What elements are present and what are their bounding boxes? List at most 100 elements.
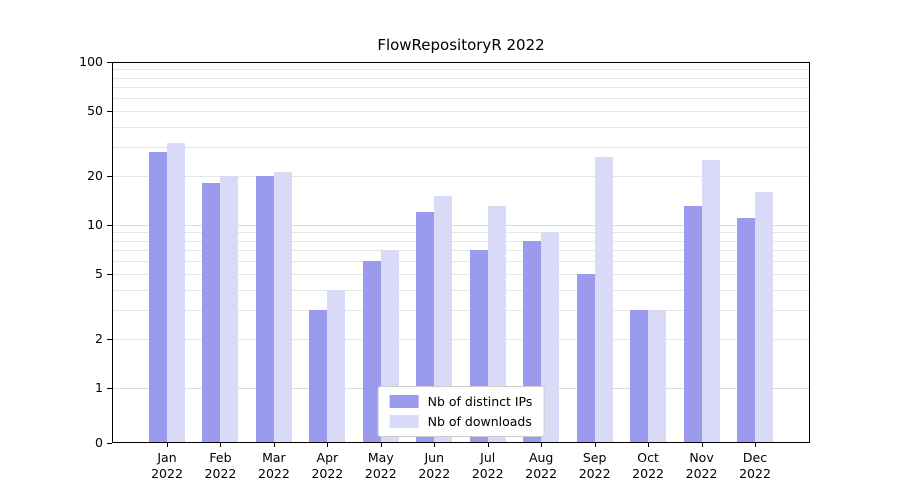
month-label: Jul: [480, 450, 496, 465]
month-label: Nov: [689, 450, 714, 465]
y-tick-mark: [107, 62, 112, 63]
year-label: 2022: [632, 466, 664, 482]
gridline: [112, 69, 810, 71]
gridline: [112, 289, 810, 291]
legend-swatch: [389, 415, 419, 428]
gridline: [112, 175, 810, 177]
gridline: [112, 147, 810, 149]
bar-downloads: [167, 142, 185, 443]
month-label: Aug: [528, 450, 554, 465]
bar-distinct-ips: [576, 273, 595, 443]
month-label: Feb: [209, 450, 232, 465]
year-label: 2022: [258, 466, 290, 482]
bar-distinct-ips: [149, 152, 167, 443]
y-tick-label: 5: [95, 265, 103, 281]
month-label: Oct: [637, 450, 659, 465]
gridline: [112, 250, 810, 252]
gridline: [112, 224, 810, 226]
gridline: [112, 77, 810, 79]
x-tick-mark: [380, 443, 382, 447]
gridline: [112, 240, 810, 242]
bar-distinct-ips: [416, 211, 435, 443]
x-tick-label: Oct 2022: [616, 450, 680, 483]
year-label: 2022: [471, 466, 504, 482]
gridline: [112, 111, 810, 113]
y-tick-label: 1: [95, 379, 103, 395]
x-tick-label: Feb 2022: [188, 450, 252, 483]
year-label: 2022: [525, 466, 558, 482]
gridline: [112, 273, 810, 275]
legend-swatch: [389, 395, 419, 408]
x-tick-mark: [755, 443, 756, 447]
gridline: [112, 310, 810, 312]
y-tick-label: 50: [87, 103, 103, 119]
x-tick-label: Jun 2022: [402, 450, 466, 483]
bar-distinct-ips: [737, 218, 755, 443]
x-tick-mark: [594, 443, 596, 447]
y-tick-mark: [107, 338, 112, 340]
bar-downloads: [648, 310, 667, 443]
bar-distinct-ips: [683, 206, 702, 443]
y-tick-mark: [107, 175, 112, 177]
x-tick-label: Sep 2022: [563, 450, 627, 483]
y-tick-mark: [107, 443, 112, 444]
gridline: [112, 126, 810, 128]
bar-distinct-ips: [255, 175, 274, 443]
legend-label: Nb of downloads: [427, 414, 532, 429]
month-label: Mar: [262, 450, 286, 465]
bar-downloads: [273, 172, 292, 443]
gridline: [112, 62, 810, 63]
chart-title: FlowRepositoryR 2022: [377, 36, 545, 54]
month-label: Jan: [157, 450, 177, 465]
x-tick-label: Mar 2022: [242, 450, 306, 483]
bar-distinct-ips: [202, 183, 221, 443]
y-tick-mark: [107, 224, 112, 226]
x-tick-label: Apr 2022: [295, 450, 359, 483]
y-tick-label: 10: [87, 216, 103, 232]
legend-item: Nb of downloads: [389, 414, 533, 429]
gridline: [112, 261, 810, 262]
x-tick-label: Nov 2022: [670, 450, 734, 483]
legend: Nb of distinct IPs Nb of downloads: [377, 386, 545, 437]
x-tick-mark: [541, 443, 543, 447]
y-tick-label: 0: [95, 435, 103, 450]
x-tick-mark: [220, 443, 222, 447]
year-label: 2022: [311, 466, 344, 482]
year-label: 2022: [204, 466, 237, 482]
year-label: 2022: [578, 466, 611, 482]
gridline: [112, 98, 810, 100]
bar-downloads: [434, 196, 453, 443]
year-label: 2022: [418, 466, 451, 482]
bar-downloads: [327, 289, 346, 443]
legend-label: Nb of distinct IPs: [427, 394, 533, 409]
x-tick-label: Jan 2022: [135, 450, 199, 483]
y-tick-label: 100: [79, 54, 103, 69]
y-tick-label: 2: [95, 330, 103, 346]
bar-downloads: [594, 157, 613, 443]
month-label: May: [367, 450, 394, 465]
x-tick-mark: [434, 443, 436, 447]
x-tick-label: Jul 2022: [456, 450, 520, 483]
gridline: [112, 232, 810, 234]
plot-area: Nb of distinct IPs Nb of downloads: [112, 62, 810, 443]
gridline: [112, 338, 810, 340]
month-label: Apr: [316, 450, 339, 465]
month-label: Jun: [424, 450, 445, 465]
y-tick-mark: [107, 387, 112, 389]
bar-downloads: [541, 232, 560, 443]
x-tick-label: Dec 2022: [723, 450, 787, 483]
month-label: Dec: [742, 450, 768, 465]
bar-downloads: [755, 191, 773, 443]
bar-distinct-ips: [630, 310, 649, 443]
year-label: 2022: [364, 466, 397, 482]
x-tick-mark: [327, 443, 329, 447]
bar-distinct-ips: [362, 261, 381, 443]
x-tick-label: Aug 2022: [509, 450, 573, 483]
x-tick-label: May 2022: [349, 450, 413, 483]
bar-downloads: [487, 206, 506, 443]
gridline: [112, 87, 810, 89]
y-tick-mark: [107, 111, 112, 113]
bar-downloads: [701, 160, 720, 443]
y-tick-mark: [107, 273, 112, 275]
